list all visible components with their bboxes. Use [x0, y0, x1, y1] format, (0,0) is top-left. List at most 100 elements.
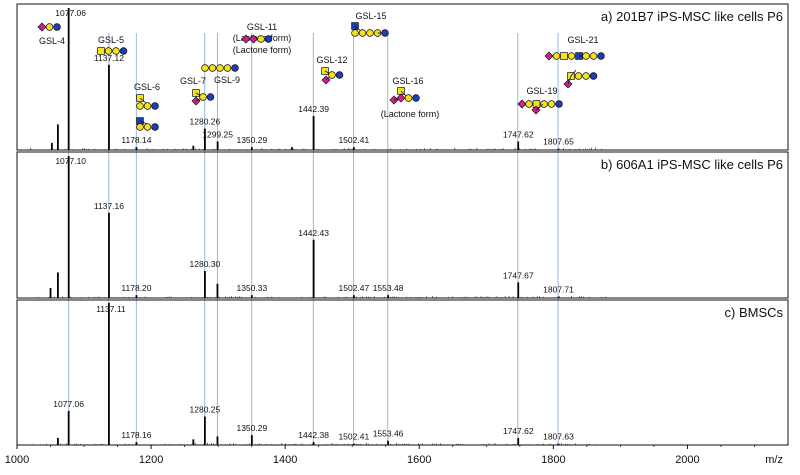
glycan-circle — [208, 64, 217, 72]
glycan-circle — [199, 93, 207, 101]
x-axis: 1000 1200 1400 1600 1800 2000 m/z — [5, 445, 783, 466]
peak-label: 1280.26 — [190, 117, 221, 127]
peak-label: 1077.06 — [55, 8, 86, 18]
peak-label: 1807.71 — [543, 285, 574, 295]
glycan-circle — [351, 29, 359, 37]
glycan-circle — [381, 29, 389, 37]
glycan-gsl-6: GSL-6 — [134, 82, 160, 131]
x-tick-label: 1400 — [273, 454, 297, 466]
glycan-label: GSL-15 — [355, 11, 386, 21]
peak-label: 1553.46 — [373, 429, 404, 439]
glycan-circle — [206, 93, 215, 101]
glycan-circle — [257, 35, 265, 43]
glycan-label: GSL-21 — [567, 35, 598, 45]
peak-label: 1178.16 — [121, 430, 151, 440]
glycan-diamond — [544, 51, 554, 61]
glycan-label: GSL-6 — [134, 82, 160, 92]
peak-label: 1137.16 — [94, 201, 124, 211]
glycan-label: GSL-4 — [39, 36, 65, 46]
spectra-traces: 1077.061137.121178.141280.261299.251350.… — [17, 8, 788, 446]
spectrum-panel: 1077.06 1137.11 1178.16 1280.25 1350.29 1442.… — [17, 303, 788, 446]
glycan-link — [139, 120, 148, 125]
peak-label: 1553.48 — [373, 283, 404, 293]
panel-title: c) BMSCs — [725, 305, 784, 320]
peak-label: 1137.11 — [96, 304, 126, 314]
peak-label: 1747.62 — [503, 426, 534, 436]
glycan-circle — [143, 123, 152, 131]
glycan-circle — [589, 52, 598, 60]
glycan-label: GSL-5 — [98, 35, 124, 45]
panel-title: b) 606A1 iPS-MSC like cells P6 — [601, 157, 783, 172]
peak-label: 1502.41 — [338, 432, 369, 442]
glycan-gsl-12: GSL-12 — [316, 55, 348, 85]
glycan-circle — [335, 71, 344, 79]
x-axis-label: m/z — [765, 454, 783, 466]
spectrum-panel: 1077.10 1137.16 1178.20 1280.30 1350.33 1442.… — [17, 156, 788, 299]
glycan-circle — [53, 23, 61, 31]
peak-label: 1350.29 — [236, 135, 267, 145]
glycan-gsl-15: GSL-15 — [351, 11, 389, 37]
glycan-circle — [136, 102, 144, 110]
peak-label: 1502.41 — [338, 135, 369, 145]
panel-frame — [16, 151, 789, 299]
glycan-circle — [547, 100, 556, 108]
glycan-gsl-21: GSL-21 — [544, 35, 605, 89]
x-tick-label: 1200 — [139, 454, 163, 466]
x-tick-label: 1600 — [407, 454, 431, 466]
glycan-label: (Lactone form) — [233, 45, 292, 55]
glycan-circle — [552, 52, 561, 60]
glycan-diamond — [241, 34, 251, 44]
peak-label: 1807.63 — [543, 432, 574, 442]
glycan-label: (Lactone form) — [381, 109, 440, 119]
glycan-label: GSL-9 — [214, 75, 240, 85]
peak-label: 1442.43 — [298, 228, 329, 238]
peak-label: 1178.20 — [121, 283, 151, 293]
glycan-circle — [151, 123, 159, 131]
glycan-link — [535, 103, 544, 111]
panel-title: a) 201B7 iPS-MSC like cells P6 — [601, 9, 783, 24]
glycan-circle — [574, 72, 583, 80]
glycan-circle — [328, 71, 336, 79]
panel-frame — [16, 299, 789, 446]
peak-label: 1747.67 — [503, 270, 534, 280]
panel-frame — [16, 3, 789, 151]
glycan-circle — [366, 29, 374, 37]
glycan-link — [567, 75, 572, 85]
peak-label: 1178.14 — [121, 135, 151, 145]
glycan-circle — [597, 52, 605, 60]
peak-label: 1807.65 — [543, 137, 574, 147]
peak-label: 1280.25 — [190, 405, 221, 415]
x-tick-label: 1000 — [5, 454, 29, 466]
glycan-circle — [136, 123, 144, 131]
peak-label: 1299.25 — [202, 129, 233, 139]
glycan-label: GSL-11 — [247, 22, 277, 32]
peak-label: 1077.06 — [53, 399, 84, 409]
peak-label: 1077.10 — [55, 156, 86, 166]
glycan-gsl-11: GSL-11(Lactone form)(Lactone form) — [233, 22, 292, 55]
peak-label: 1350.29 — [236, 423, 267, 433]
x-tick-label: 1800 — [541, 454, 565, 466]
peak-label: 1747.62 — [503, 129, 534, 139]
glycan-gsl-7: GSL-7 — [180, 76, 215, 106]
glycan-diamond — [517, 99, 527, 109]
peak-label: 1350.33 — [237, 283, 268, 293]
glycan-label: GSL-12 — [316, 55, 347, 65]
glycan-circle — [412, 94, 420, 102]
glycan-circle — [589, 72, 598, 80]
glycan-circle — [582, 52, 590, 60]
glycan-annotations: GSL-4 GSL-5 GSL-6 GSL-7 GSL-9 GSL-11 (Lactone … — [37, 11, 605, 131]
glycan-circle — [231, 64, 239, 72]
glycan-circle — [216, 64, 224, 72]
glycan-gsl-16: GSL-16 (Lactone form) — [381, 76, 440, 119]
glycan-link — [570, 69, 577, 77]
glycan-diamond — [37, 22, 47, 32]
glycan-square — [97, 47, 105, 55]
glycan-diamond — [249, 34, 258, 44]
glycan-circle — [540, 100, 548, 108]
glycan-circle — [201, 64, 209, 72]
glycan-circle — [404, 94, 413, 102]
glycan-square — [560, 52, 568, 60]
glycan-circle — [567, 52, 576, 60]
